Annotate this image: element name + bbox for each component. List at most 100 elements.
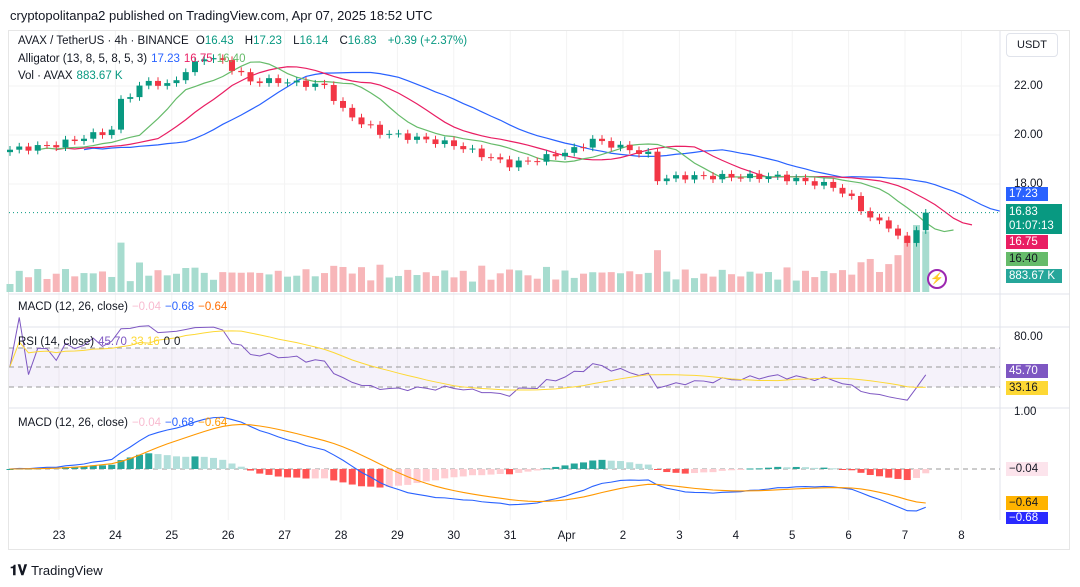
macd-histogram-bar: [459, 469, 467, 477]
candle: [645, 151, 652, 154]
volume-bar: [654, 250, 661, 292]
macd-histogram-bar: [672, 469, 680, 473]
candle: [839, 187, 846, 194]
volume-bar: [25, 277, 32, 292]
macd-histogram-bar: [700, 469, 708, 473]
macd-top-signal-value: −0.64: [198, 301, 228, 313]
date-tick: 5: [788, 530, 796, 542]
macd-top-legend[interactable]: MACD (12, 26, close) −0.04 −0.68 −0.64: [18, 301, 231, 313]
macd-histogram-bar: [783, 467, 791, 469]
macd-histogram-bar: [802, 467, 809, 469]
candle: [811, 181, 818, 186]
volume-bar: [820, 270, 828, 292]
macd-histogram-bar: [922, 469, 930, 474]
macd-histogram-bar: [774, 466, 782, 469]
candle: [765, 176, 772, 180]
volume-bar: [876, 271, 883, 292]
candle: [108, 129, 115, 136]
volume-bar: [552, 279, 560, 292]
candle: [719, 173, 726, 180]
macd-histogram-bar: [358, 469, 365, 487]
candle: [904, 235, 911, 243]
alligator-legend[interactable]: Alligator (13, 8, 5, 8, 5, 3) 17.23 16.75 1…: [18, 53, 249, 65]
candle: [312, 83, 319, 87]
candle: [636, 150, 642, 154]
macd-histogram-bar: [247, 469, 254, 471]
currency-button[interactable]: USDT: [1006, 33, 1058, 57]
date-tick: 30: [447, 530, 461, 542]
candle: [737, 177, 744, 179]
macd-legend[interactable]: MACD (12, 26, close) −0.04 −0.68 −0.64: [18, 417, 231, 429]
candle: [423, 136, 430, 140]
volume-bar: [894, 255, 902, 292]
volume-bar: [663, 271, 671, 292]
rsi-legend[interactable]: RSI (14, close) 45.70 33.16 0 0: [18, 336, 184, 348]
volume-bar: [108, 276, 116, 292]
volume-bar: [709, 276, 717, 292]
macd-histogram-bar: [737, 469, 745, 470]
tv-logo-icon: 𝟏𝐕: [10, 562, 28, 578]
volume-bar: [635, 274, 643, 292]
macd-histogram-bar: [598, 459, 606, 469]
tradingview-logo[interactable]: 𝟏𝐕 TradingView: [10, 562, 103, 579]
volume-bar: [330, 265, 338, 292]
volume-bar: [219, 272, 227, 292]
macd-histogram-bar: [626, 462, 634, 469]
candle: [173, 80, 180, 84]
macd-histogram-bar: [913, 469, 920, 478]
alligator-lips-value: 16.40: [216, 53, 246, 65]
candle: [469, 148, 476, 150]
candle: [321, 83, 328, 86]
candle: [284, 82, 291, 84]
candle: [62, 139, 69, 148]
candle: [571, 147, 578, 153]
macd-histogram-bar: [820, 467, 828, 469]
volume-bar: [598, 272, 606, 292]
volume-bar: [145, 275, 153, 292]
macd-histogram-bar: [839, 469, 846, 470]
price-tick: 22.00: [1014, 80, 1043, 92]
candle: [562, 152, 568, 157]
symbol-title[interactable]: AVAX / TetherUS · 4h · BINANCE: [18, 35, 189, 47]
ohlc-close: C16.83: [339, 35, 377, 47]
volume-bar: [200, 272, 208, 292]
volume-bar: [43, 278, 51, 292]
volume-bar: [728, 274, 735, 292]
macd-histogram-bar: [469, 469, 476, 476]
volume-bar: [302, 269, 310, 292]
macd-histogram-bar: [191, 456, 199, 469]
macd-histogram-bar: [654, 469, 661, 470]
volume-bar: [62, 269, 69, 292]
candle: [784, 174, 790, 182]
candle: [876, 217, 883, 221]
volume-bar: [774, 279, 782, 292]
date-tick: 8: [958, 530, 965, 542]
volume-bar: [15, 270, 23, 292]
macd-histogram-bar: [635, 463, 643, 469]
rsi-label: RSI (14, close): [18, 336, 95, 348]
volume-bar: [163, 275, 171, 292]
volume-legend[interactable]: Vol · AVAX 883.67 K: [18, 70, 127, 82]
alligator-teeth-value: 16.75: [183, 53, 213, 65]
macd-histogram-bar: [293, 469, 301, 478]
lightning-icon[interactable]: ⚡: [927, 269, 947, 289]
macd-histogram-bar: [108, 464, 116, 469]
rsi-tick: 80.00: [1014, 331, 1043, 343]
volume-bar: [136, 262, 143, 292]
candle: [136, 85, 143, 98]
macd-histogram-bar: [173, 456, 180, 469]
macd-histogram-bar: [765, 467, 772, 469]
volume-bar: [829, 273, 837, 292]
volume-bar: [617, 273, 624, 292]
volume-bar: [126, 281, 134, 292]
macd-histogram-bar: [903, 469, 911, 481]
macd-histogram-bar: [607, 460, 615, 469]
candle: [395, 133, 402, 135]
candle: [747, 173, 753, 179]
volume-bar: [903, 236, 911, 292]
volume-bar: [746, 271, 754, 292]
signal-line: [9, 423, 926, 504]
candle: [497, 157, 504, 160]
volume-bar: [866, 258, 874, 292]
